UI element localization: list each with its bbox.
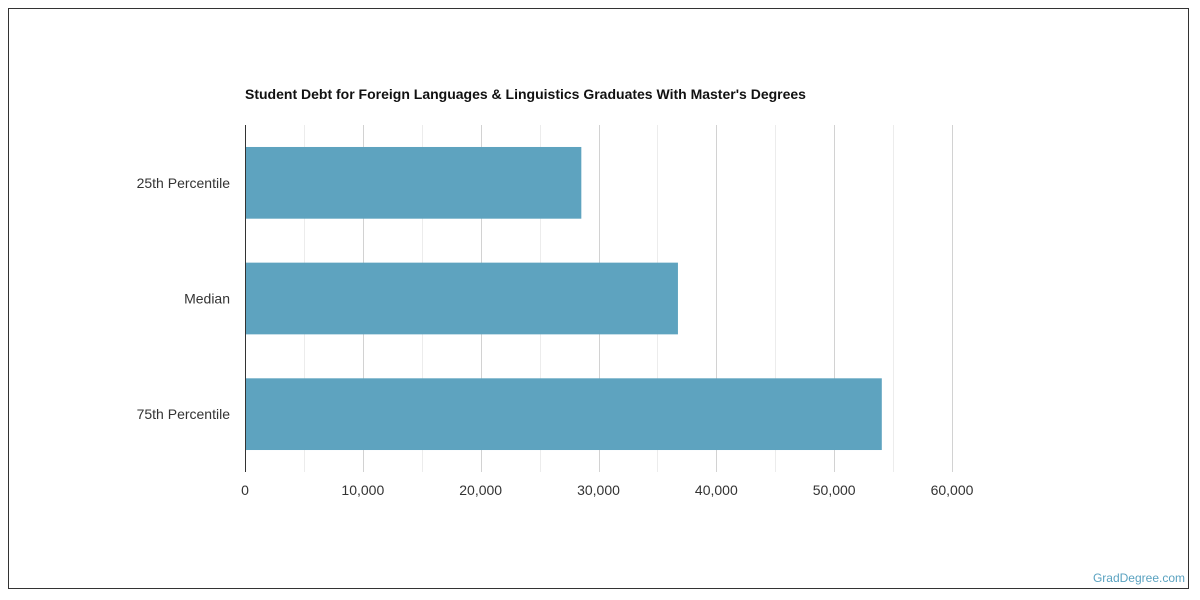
chart-title: Student Debt for Foreign Languages & Lin… [245,86,806,102]
category-labels: 25th Percentile Median 75th Percentile [137,175,231,422]
x-tick-label: 10,000 [341,482,384,498]
category-label: 75th Percentile [137,406,231,422]
x-tick-label: 30,000 [577,482,620,498]
x-tick-label: 50,000 [813,482,856,498]
bar-median[interactable] [245,262,678,335]
bar-75th-percentile[interactable] [245,378,882,451]
category-label: 25th Percentile [137,175,231,191]
bar-25th-percentile[interactable] [245,146,582,219]
source-credit[interactable]: GradDegree.com [1092,571,1185,585]
x-tick-labels: 0 10,000 20,000 30,000 40,000 50,000 60,000 [241,482,974,498]
bars [245,146,882,451]
x-tick-label: 20,000 [459,482,502,498]
x-tick-label: 60,000 [931,482,974,498]
x-tick-label: 0 [241,482,249,498]
category-label: Median [184,291,230,307]
x-tick-label: 40,000 [695,482,738,498]
